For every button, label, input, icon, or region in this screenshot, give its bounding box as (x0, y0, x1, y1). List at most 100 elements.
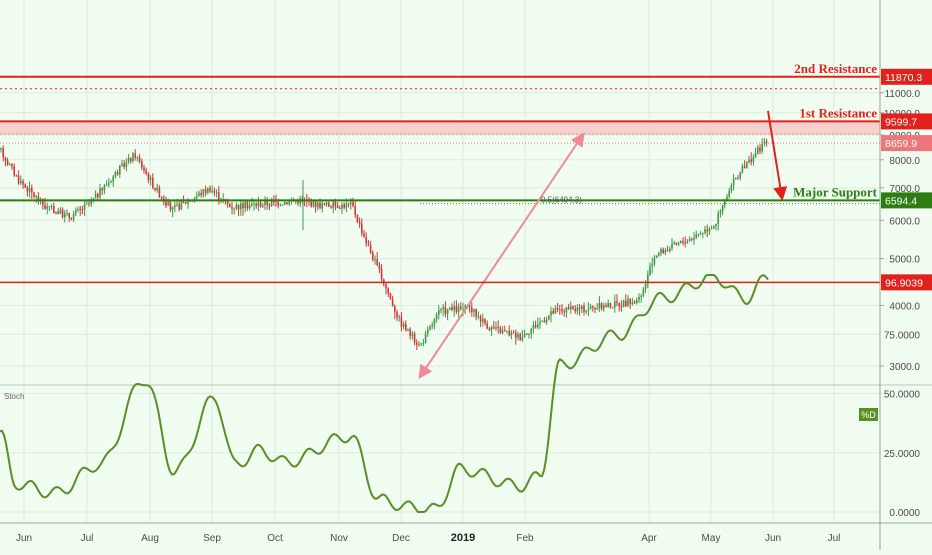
candle-10 (22, 179, 24, 189)
candle-23 (50, 204, 53, 210)
first-resistance-tag-text: 9599.7 (885, 116, 917, 128)
candle-104 (229, 202, 231, 208)
candle-279 (614, 294, 616, 313)
candle-283 (622, 299, 625, 308)
x-tick-label-12: Jul (828, 533, 841, 544)
candle-body (273, 200, 275, 202)
candle-body (658, 252, 660, 256)
candle-body (61, 209, 64, 218)
candle-268 (589, 303, 592, 310)
candle-body (673, 242, 675, 244)
candle-body (704, 229, 706, 233)
candle-body (94, 193, 97, 199)
candle-53 (116, 169, 119, 176)
candle-107 (235, 202, 238, 211)
candle-281 (618, 302, 620, 312)
candle-body (455, 306, 458, 312)
candle-22 (48, 205, 51, 212)
candle-body (660, 249, 662, 253)
candle-346 (761, 138, 763, 154)
candle-body (765, 141, 768, 143)
stoch-tick-label-1: 25.0000 (884, 449, 921, 460)
candle-body (633, 302, 636, 304)
candle-body (510, 332, 513, 336)
candle-body (647, 274, 649, 284)
candle-body (567, 307, 570, 310)
candle-178 (391, 295, 394, 307)
candle-body (297, 200, 299, 204)
candle-311 (684, 236, 686, 248)
candle-337 (741, 163, 744, 174)
candle-body (215, 192, 218, 194)
candle-38 (83, 200, 86, 217)
candle-body (281, 204, 284, 206)
candle-body (345, 203, 348, 208)
candle-body (226, 200, 229, 205)
stoch-d-line (0, 274, 769, 513)
candle-body (154, 187, 156, 191)
candle-body (369, 244, 372, 253)
candle-16 (35, 194, 37, 203)
candle-173 (380, 263, 383, 284)
candle-166 (365, 232, 367, 247)
candle-body (724, 201, 726, 205)
candle-body (33, 192, 35, 197)
candle-body (427, 329, 429, 334)
candle-322 (708, 226, 711, 235)
candle-184 (405, 320, 407, 332)
candle-67 (147, 172, 150, 184)
candle-body (614, 301, 616, 308)
candle-344 (757, 144, 759, 155)
candle-body (321, 203, 323, 209)
candle-338 (743, 160, 746, 169)
candle-body (334, 201, 337, 207)
candle-298 (655, 255, 658, 259)
second-resistance-tag (881, 68, 932, 85)
candle-108 (237, 204, 240, 217)
candle-body (688, 238, 691, 242)
candle-99 (218, 186, 220, 205)
candle-body (622, 300, 625, 307)
candle-body (35, 196, 37, 198)
candle-287 (631, 297, 634, 306)
candle-body (0, 148, 2, 150)
candle-body (583, 305, 585, 312)
candle-body (259, 202, 262, 207)
x-tick-label-11: Jun (765, 533, 781, 544)
candle-body (68, 212, 70, 218)
candle-body (325, 202, 328, 205)
x-tick-label-2: Aug (141, 533, 159, 544)
candle-314 (691, 237, 693, 242)
candle-327 (719, 209, 722, 218)
candle-347 (763, 138, 766, 147)
candle-151 (332, 200, 334, 214)
candle-body (444, 307, 447, 314)
candle-body (165, 201, 167, 206)
candle-12 (26, 185, 29, 197)
candle-body (171, 207, 174, 210)
candle-body (244, 201, 246, 209)
candle-body (44, 205, 46, 209)
candle-122 (268, 202, 271, 211)
candle-body (145, 170, 147, 174)
candle-56 (123, 159, 125, 170)
candle-body (266, 200, 268, 205)
candle-27 (59, 207, 62, 215)
candle-81 (178, 200, 180, 212)
candle-91 (200, 189, 202, 198)
candle-body (598, 303, 601, 309)
candle-165 (363, 229, 365, 238)
candle-71 (156, 183, 158, 193)
candle-339 (746, 160, 748, 169)
candle-body (556, 308, 559, 310)
candle-33 (72, 210, 75, 223)
candle-13 (28, 181, 31, 198)
candle-body (284, 202, 286, 205)
candle-body (684, 242, 686, 244)
fib-level-label: 0.5(6494.3) (541, 196, 582, 205)
candle-body (721, 204, 724, 212)
candle-249 (548, 315, 550, 321)
candle-162 (356, 214, 359, 224)
candle-body (332, 201, 334, 208)
candle-297 (653, 254, 656, 267)
